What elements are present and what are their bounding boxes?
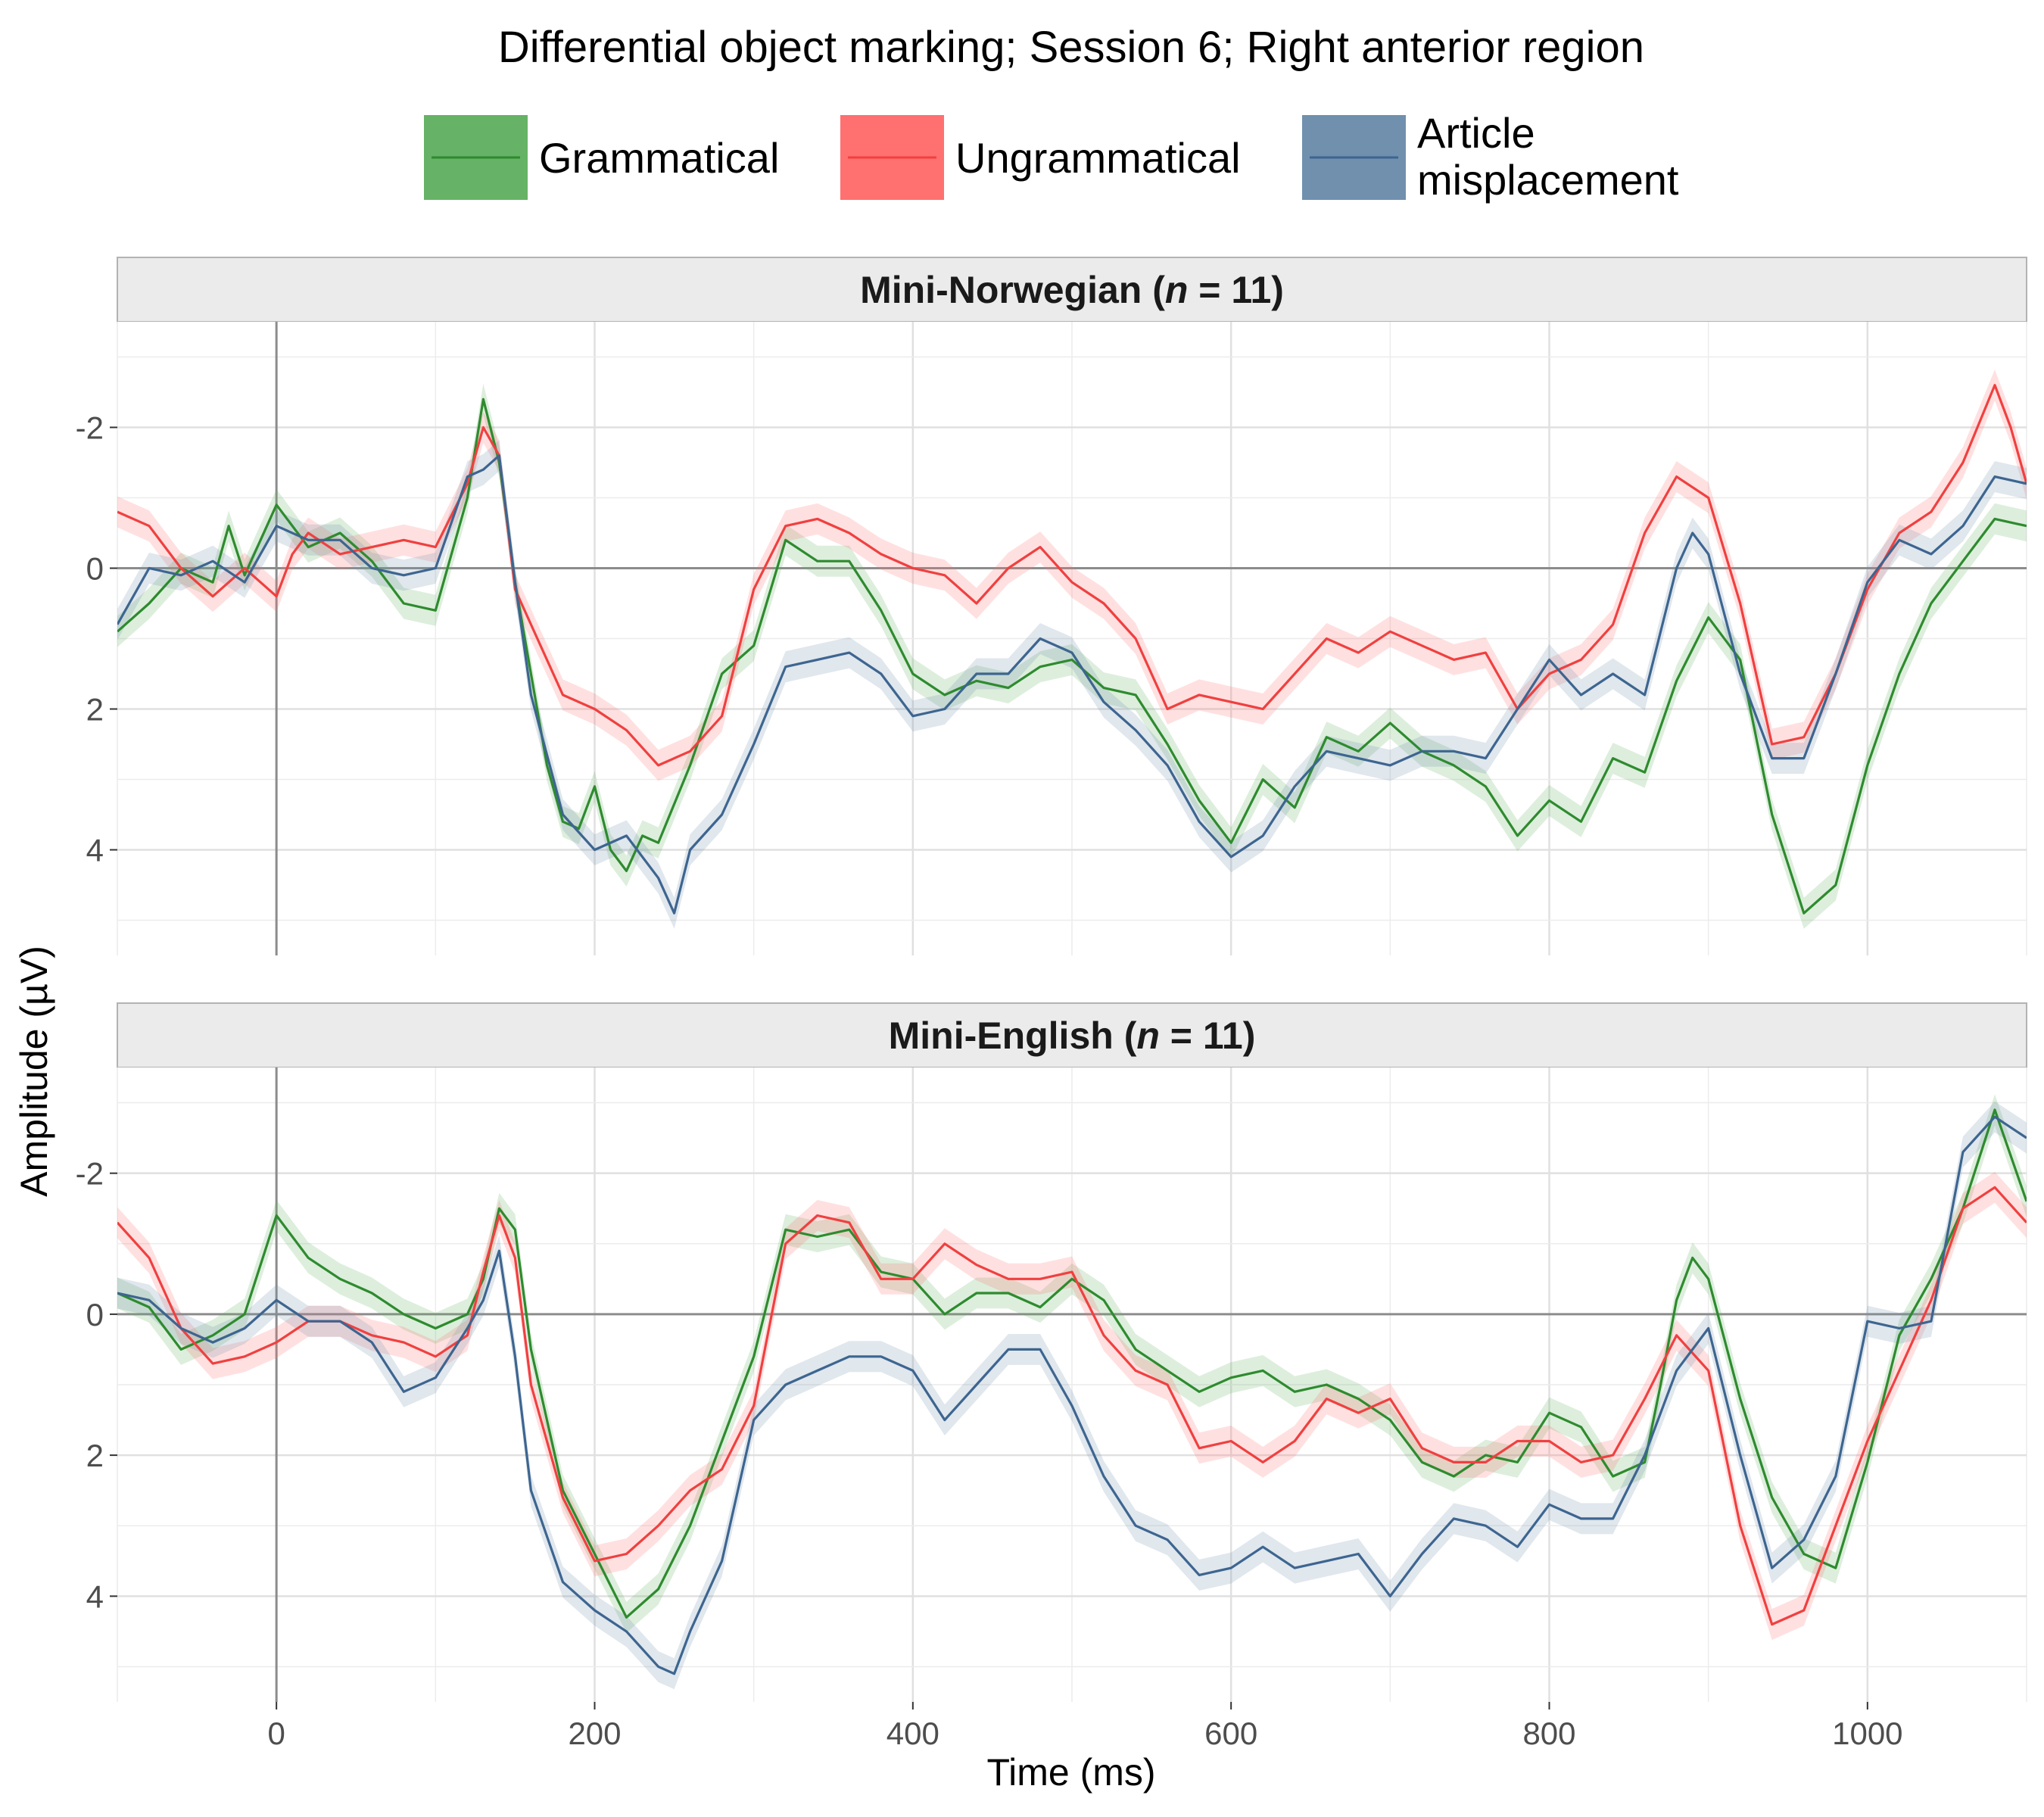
- x-axis-title: Time (ms): [986, 1751, 1155, 1794]
- legend-label-ungrammatical: Ungrammatical: [955, 134, 1241, 182]
- y-axis: -2 0 2 4: [76, 1156, 117, 1614]
- y-tick-label: -2: [76, 410, 104, 446]
- x-tick-label: 800: [1522, 1716, 1575, 1751]
- legend: Grammatical Ungrammatical Article misplacem…: [424, 109, 1679, 204]
- legend-item-ungrammatical: Ungrammatical: [840, 115, 1241, 200]
- ribbon-article: [117, 1101, 2027, 1690]
- series-group: [117, 369, 2027, 929]
- series-line-grammatical: [117, 397, 2027, 915]
- y-tick-label: 4: [86, 833, 104, 868]
- ribbon-article: [117, 440, 2027, 929]
- panel-mini-english: Mini-English (n = 11) -2 0 2 4: [76, 1002, 2027, 1702]
- ribbon-ungrammatical: [117, 1171, 2027, 1641]
- series-group: [117, 1094, 2027, 1690]
- y-tick-label: 0: [86, 1297, 104, 1332]
- ribbon-ungrammatical: [117, 369, 2027, 781]
- legend-label-grammatical: Grammatical: [539, 134, 779, 182]
- panel-mini-norwegian: Mini-Norwegian (n = 11) -2 0 2 4: [76, 257, 2027, 955]
- y-tick-label: -2: [76, 1156, 104, 1192]
- series-line-grammatical: [117, 1108, 2027, 1619]
- x-tick-label: 0: [267, 1716, 285, 1751]
- x-tick-label: 600: [1204, 1716, 1257, 1751]
- series-line-ungrammatical: [117, 384, 2027, 767]
- series-line-article: [117, 454, 2027, 915]
- panel-strip: [117, 1002, 2027, 1068]
- y-tick-label: 2: [86, 1438, 104, 1473]
- panel-strip-label: Mini-English (n = 11): [889, 1014, 1256, 1057]
- x-tick-label: 400: [886, 1716, 939, 1751]
- series-line-article: [117, 1115, 2027, 1675]
- legend-item-article: Article misplacement: [1302, 109, 1679, 204]
- y-axis: -2 0 2 4: [76, 410, 117, 868]
- ribbon-grammatical: [117, 1094, 2027, 1633]
- series-line-ungrammatical: [117, 1186, 2027, 1626]
- legend-item-grammatical: Grammatical: [424, 115, 779, 200]
- panel-strip: [117, 257, 2027, 323]
- panel-strip-label: Mini-Norwegian (n = 11): [860, 269, 1284, 311]
- y-tick-label: 4: [86, 1579, 104, 1614]
- x-tick-label: 200: [568, 1716, 621, 1751]
- y-axis-title: Amplitude (µV): [13, 946, 55, 1197]
- y-tick-label: 2: [86, 692, 104, 728]
- x-axis: 0 200 400 600 800 1000: [267, 1702, 1903, 1751]
- y-tick-label: 0: [86, 551, 104, 587]
- chart-title: Differential object marking; Session 6; …: [498, 23, 1644, 72]
- legend-label-article: Article misplacement: [1417, 109, 1679, 204]
- ribbon-grammatical: [117, 383, 2027, 929]
- x-tick-label: 1000: [1832, 1716, 1902, 1751]
